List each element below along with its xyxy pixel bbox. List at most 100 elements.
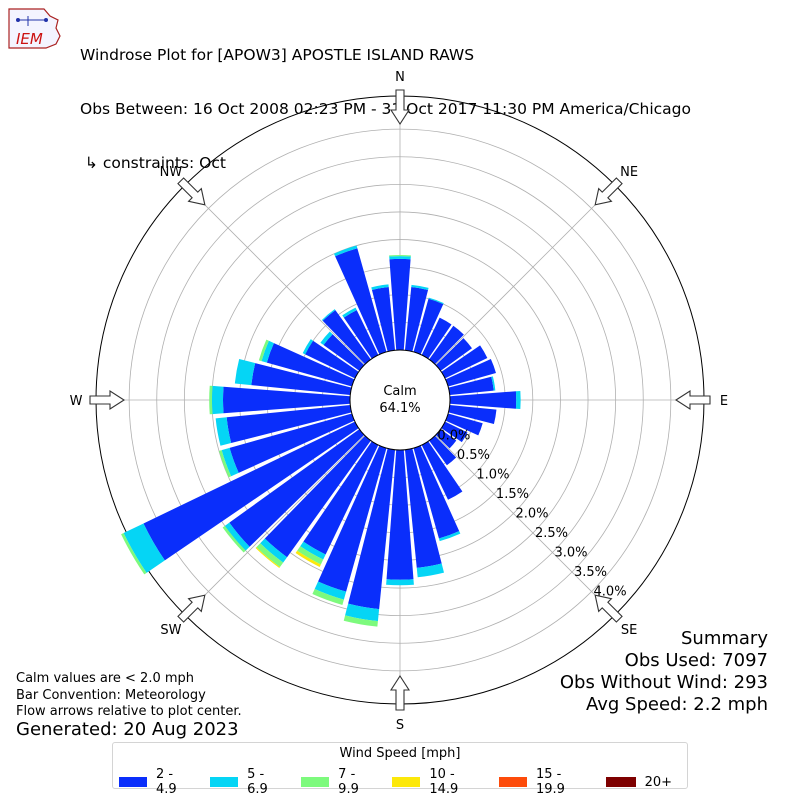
wind-bar-segment <box>121 533 147 575</box>
wind-bar-segment <box>333 245 358 257</box>
wind-bar-segment <box>435 338 472 371</box>
grid-spoke <box>184 184 365 365</box>
wind-bar-segment <box>343 310 379 359</box>
wind-bar-segment <box>300 541 326 560</box>
legend-label: 5 - 6.9 <box>247 767 268 797</box>
legend-label: 2 - 4.9 <box>155 767 177 797</box>
calm-ring <box>349 349 451 451</box>
legend-label: 10 - 14.9 <box>429 767 459 797</box>
radial-tick-label: 1.5% <box>496 487 529 502</box>
wind-bar-segment <box>226 404 352 444</box>
wind-bar-segment <box>211 385 224 415</box>
legend-label: 20+ <box>644 774 673 790</box>
wind-bar-segment <box>234 359 256 386</box>
legend-items: 2 - 4.9 5 - 6.9 7 - 9.9 10 - 14.9 15 - 19.9 2… <box>119 767 687 797</box>
wind-bar-segment <box>143 421 359 561</box>
radial-ticks: 0.0% 0.5% 1.0% 1.5% 2.0% 2.5% 3.0% 3.5% 4.0% <box>437 428 626 599</box>
legend-item: 5 - 6.9 <box>210 767 286 797</box>
flow-arrow-icon <box>89 389 126 411</box>
calm-label: Calm <box>383 384 416 399</box>
radial-tick-label: 1.0% <box>476 467 509 482</box>
iem-logo: IEM <box>6 6 62 50</box>
wind-bar-segment <box>386 449 414 580</box>
summary-block: Summary Obs Used: 7097 Obs Without Wind:… <box>560 628 768 716</box>
logo-text: IEM <box>16 30 43 48</box>
wind-bar-segment <box>448 404 497 424</box>
wind-bar-segment <box>389 256 411 260</box>
flow-arrow-icon <box>594 594 623 623</box>
calm-value: 64.1% <box>379 401 420 416</box>
wind-bar-segment <box>413 445 460 539</box>
radial-tick-label: 3.5% <box>574 565 607 580</box>
legend-item: 15 - 19.9 <box>498 767 591 797</box>
wind-bars <box>121 245 521 627</box>
wind-bar-segment <box>435 429 457 449</box>
direction-label: N <box>395 70 405 85</box>
wind-bar-segment <box>413 298 444 355</box>
wind-bar-segment <box>411 284 429 291</box>
wind-bar-segment <box>343 615 378 627</box>
radial-tick-label: 2.0% <box>515 506 548 521</box>
legend-swatch <box>210 777 239 787</box>
flow-arrow-icon <box>177 594 206 623</box>
legend-label: 15 - 19.9 <box>535 767 565 797</box>
wind-bar-segment <box>441 345 488 379</box>
wind-bar-segment <box>404 448 442 568</box>
radial-tick-label: 3.0% <box>554 545 587 560</box>
wind-bar-segment <box>428 297 444 305</box>
wind-bar-segment <box>320 331 333 346</box>
direction-label: E <box>720 394 728 409</box>
wind-bar-segment <box>345 603 380 622</box>
direction-labels: N NE E SE S SW W NW <box>70 70 729 733</box>
wind-bar-segment <box>386 579 414 586</box>
wind-bar-segment <box>215 417 232 446</box>
wind-bar-segment <box>429 435 457 466</box>
legend-item: 20+ <box>605 767 673 797</box>
wind-bar-segment <box>335 248 387 355</box>
title-line-3: ↳ constraints: Oct <box>80 154 226 172</box>
direction-label: NW <box>160 165 183 180</box>
wind-bar-segment <box>218 450 232 478</box>
convention-note: Bar Convention: Meteorology <box>16 687 206 703</box>
wind-bar-segment <box>404 287 429 352</box>
wind-bar-segment <box>371 287 396 352</box>
grid-spoke <box>435 184 616 365</box>
wind-bar-segment <box>389 258 411 351</box>
wind-bar-segment <box>229 429 365 547</box>
wind-bar-segment <box>448 376 494 396</box>
flow-arrow-icon <box>177 177 206 206</box>
wind-bar-segment <box>222 525 246 553</box>
wind-bar-segment <box>416 563 444 578</box>
legend-swatch <box>498 777 527 787</box>
wind-bar-segment <box>123 523 165 573</box>
flow-arrow-icon <box>594 177 623 206</box>
wind-bar-segment <box>491 376 496 391</box>
wind-bar-segment <box>260 538 288 563</box>
chart-title: Windrose Plot for [APOW3] APOSTLE ISLAND… <box>80 10 691 190</box>
wind-bar-segment <box>224 522 250 551</box>
wind-bar-segment <box>314 581 347 600</box>
wind-bar-segment <box>348 448 396 610</box>
wind-bar-segment <box>295 550 321 567</box>
wind-bar-segment <box>251 363 352 396</box>
wind-bar-segment <box>438 531 461 542</box>
grid-spoke <box>435 435 616 616</box>
calm-note: Calm values are < 2.0 mph <box>16 671 195 686</box>
legend-item: 10 - 14.9 <box>392 767 484 797</box>
wind-bar-segment <box>342 307 357 318</box>
wind-bar-segment <box>221 447 239 477</box>
flow-arrow-icon <box>389 89 411 126</box>
summary-heading: Summary <box>681 628 768 649</box>
obs-used: Obs Used: 7097 <box>624 650 768 671</box>
legend-label: 7 - 9.9 <box>338 767 359 797</box>
direction-label: NE <box>620 165 638 180</box>
wind-bar-segment <box>321 309 336 321</box>
wind-bar-segment <box>323 334 365 371</box>
direction-label: W <box>70 394 83 409</box>
legend-swatch <box>119 777 147 787</box>
flow-arrow-icon <box>674 389 711 411</box>
wind-bar-segment <box>445 413 483 436</box>
wind-bar-segment <box>258 339 269 362</box>
wind-bar-segment <box>229 413 355 473</box>
legend-title: Wind Speed [mph] <box>339 746 461 761</box>
